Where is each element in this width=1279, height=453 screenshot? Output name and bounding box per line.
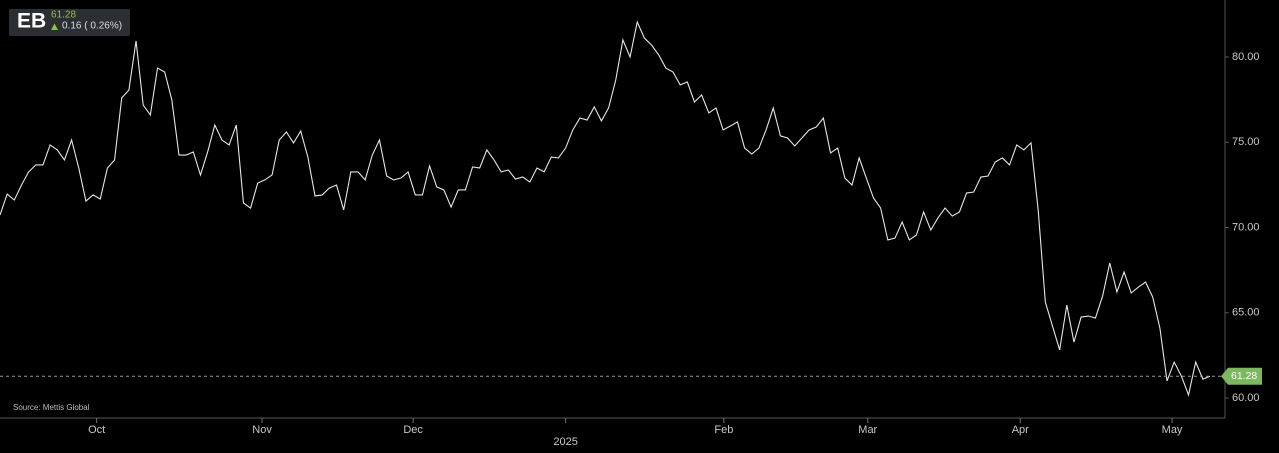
x-tick-label: Mar <box>858 424 877 436</box>
price: 61.28 <box>51 10 76 21</box>
y-tick-label: 70.00 <box>1232 221 1260 233</box>
last-price-label: 61.28 <box>1231 370 1257 382</box>
y-tick-label: 80.00 <box>1232 51 1260 63</box>
x-tick-label: Dec <box>403 424 423 436</box>
y-tick-label: 60.00 <box>1232 392 1260 404</box>
change: 0.16 ( 0.26%) <box>62 21 122 32</box>
x-tick-label: Nov <box>252 424 272 436</box>
symbol: EB <box>17 10 46 33</box>
y-tick-label: 75.00 <box>1232 136 1260 148</box>
price-line <box>0 20 1211 397</box>
source: Source: Mettis Global <box>13 403 90 412</box>
x-tick-label: Feb <box>714 424 733 436</box>
y-tick-label: 65.00 <box>1232 307 1260 319</box>
plot-layer: 60.00 65.00 70.00 75.00 80.00 Oct Nov Dec 2025 Fe… <box>0 20 1262 448</box>
up-arrow <box>51 23 58 30</box>
last-price-tag <box>1221 367 1262 385</box>
x-tick-label: Oct <box>88 424 105 436</box>
x-tick-label: May <box>1162 424 1183 436</box>
x-tick-label: Apr <box>1012 424 1029 436</box>
ticker-box <box>9 9 130 36</box>
x-tick-label: 2025 <box>553 436 577 448</box>
